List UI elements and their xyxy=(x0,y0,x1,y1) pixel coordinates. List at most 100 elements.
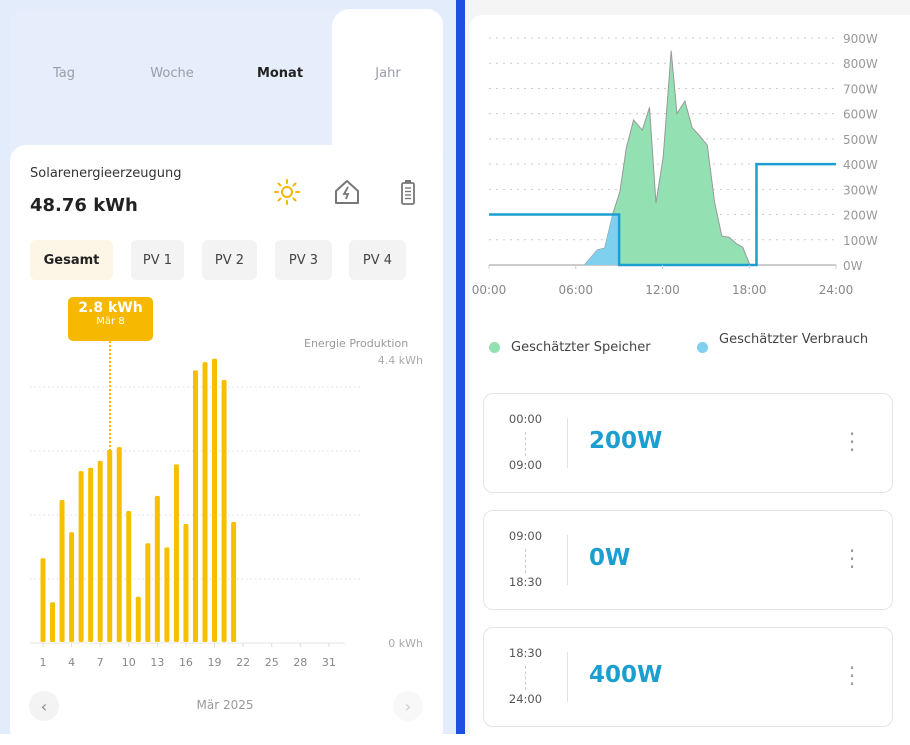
schedule-item[interactable]: 00:00 09:00 200W · · · xyxy=(483,393,893,493)
bar xyxy=(164,547,170,642)
x-tick-label: 4 xyxy=(68,656,75,669)
x-tick-label: 12:00 xyxy=(645,283,680,297)
separator xyxy=(567,535,568,585)
total-energy: 48.76 kWh xyxy=(30,195,138,216)
card-title: Solarenergieerzeugung xyxy=(30,166,182,181)
bar xyxy=(107,449,113,642)
x-tick-label: 1 xyxy=(40,656,47,669)
x-tick-label: 19 xyxy=(208,656,222,669)
bar xyxy=(212,358,218,642)
tab-jahr[interactable]: Jahr xyxy=(375,66,401,81)
end-time: 24:00 xyxy=(508,692,543,706)
y-tick-label: 500W xyxy=(843,133,878,147)
filter-pv4[interactable]: PV 4 xyxy=(349,240,406,280)
more-options-icon[interactable]: · · · xyxy=(848,656,856,696)
bar xyxy=(192,370,198,642)
bar xyxy=(40,558,46,642)
monthly-bar-chart: 1 4 7 10 13 16 19 22 25 28 31 Energie Produktion 4… xyxy=(30,337,423,669)
x-tick-label: 13 xyxy=(150,656,164,669)
x-tick-label: 22 xyxy=(236,656,250,669)
y-tick-label: 900W xyxy=(843,32,878,46)
start-time: 18:30 xyxy=(508,646,543,660)
y-max-label: 4.4 kWh xyxy=(378,354,423,367)
tab-woche[interactable]: Woche xyxy=(150,66,194,81)
bar-tooltip: 2.8 kWh Mär 8 xyxy=(68,297,153,341)
x-tick-label: 28 xyxy=(293,656,307,669)
end-time: 18:30 xyxy=(508,575,543,589)
start-time: 00:00 xyxy=(508,412,543,426)
tab-monat[interactable]: Monat xyxy=(256,66,304,81)
filter-pv3[interactable]: PV 3 xyxy=(275,240,332,280)
bar xyxy=(202,362,208,642)
daily-forecast-chart: 0W 100W 200W 300W 400W 500W 600W 700W 800W 900W 00… xyxy=(472,32,878,297)
battery-icon[interactable] xyxy=(394,178,422,206)
filter-pv1[interactable]: PV 1 xyxy=(131,240,184,280)
dash xyxy=(525,666,526,690)
x-tick-label: 25 xyxy=(265,656,279,669)
dash xyxy=(525,432,526,456)
prev-month-button[interactable]: ‹ xyxy=(29,691,59,721)
bar xyxy=(183,524,189,642)
legend-dot-storage xyxy=(489,342,500,353)
divider xyxy=(456,0,465,734)
x-tick-label: 06:00 xyxy=(558,283,593,297)
power-value: 400W xyxy=(589,662,663,688)
separator xyxy=(567,418,568,468)
y-tick-label: 600W xyxy=(843,108,878,122)
start-time: 09:00 xyxy=(508,529,543,543)
series-label: Energie Produktion xyxy=(304,337,408,350)
end-time: 09:00 xyxy=(508,458,543,472)
filter-pv2[interactable]: PV 2 xyxy=(202,240,257,280)
sun-icon[interactable] xyxy=(273,178,301,206)
y-tick-label: 300W xyxy=(843,183,878,197)
legend-consumption[interactable]: Geschätzter Verbrauch xyxy=(719,332,869,347)
separator xyxy=(567,652,568,702)
bar xyxy=(97,460,103,642)
bar xyxy=(78,471,84,642)
x-tick-label: 00:00 xyxy=(472,283,507,297)
legend-dot-consumption xyxy=(697,342,708,353)
schedule-item[interactable]: 18:30 24:00 400W · · · xyxy=(483,627,893,727)
bar xyxy=(173,464,179,642)
house-lightning-icon[interactable] xyxy=(333,178,361,206)
power-value: 0W xyxy=(589,545,631,571)
bar xyxy=(88,467,94,642)
bar xyxy=(50,602,56,642)
next-month-button[interactable]: › xyxy=(393,691,423,721)
tab-highlight xyxy=(332,9,443,159)
schedule-item[interactable]: 09:00 18:30 0W · · · xyxy=(483,510,893,610)
bar xyxy=(145,543,151,642)
consumption-step-line xyxy=(489,162,836,267)
bar xyxy=(135,596,141,642)
bar xyxy=(221,379,227,642)
tooltip-value: 2.8 kWh xyxy=(78,300,143,316)
x-tick-label: 10 xyxy=(122,656,136,669)
more-options-icon[interactable]: · · · xyxy=(848,422,856,462)
y-tick-label: 700W xyxy=(843,82,878,96)
x-tick-label: 24:00 xyxy=(819,283,854,297)
bar xyxy=(116,447,122,642)
tooltip-date: Mär 8 xyxy=(96,316,125,327)
tab-tag[interactable]: Tag xyxy=(52,66,75,81)
bar xyxy=(154,495,160,642)
month-label: Mär 2025 xyxy=(196,698,254,712)
consumption-area xyxy=(584,214,620,265)
legend-storage[interactable]: Geschätzter Speicher xyxy=(511,340,651,355)
y-tick-label: 0W xyxy=(843,259,863,273)
y-tick-label: 800W xyxy=(843,57,878,71)
bar xyxy=(69,532,75,642)
y-tick-label: 200W xyxy=(843,209,878,223)
filter-gesamt[interactable]: Gesamt xyxy=(30,240,113,280)
y-tick-label: 100W xyxy=(843,234,878,248)
power-value: 200W xyxy=(589,428,663,454)
dash xyxy=(525,549,526,573)
bar xyxy=(231,521,237,642)
x-tick-label: 16 xyxy=(179,656,193,669)
bar xyxy=(126,510,132,642)
y-zero-label: 0 kWh xyxy=(388,637,423,650)
bar xyxy=(59,499,65,642)
x-tick-label: 7 xyxy=(97,656,104,669)
more-options-icon[interactable]: · · · xyxy=(848,539,856,579)
x-tick-label: 18:00 xyxy=(732,283,767,297)
y-tick-label: 400W xyxy=(843,158,878,172)
